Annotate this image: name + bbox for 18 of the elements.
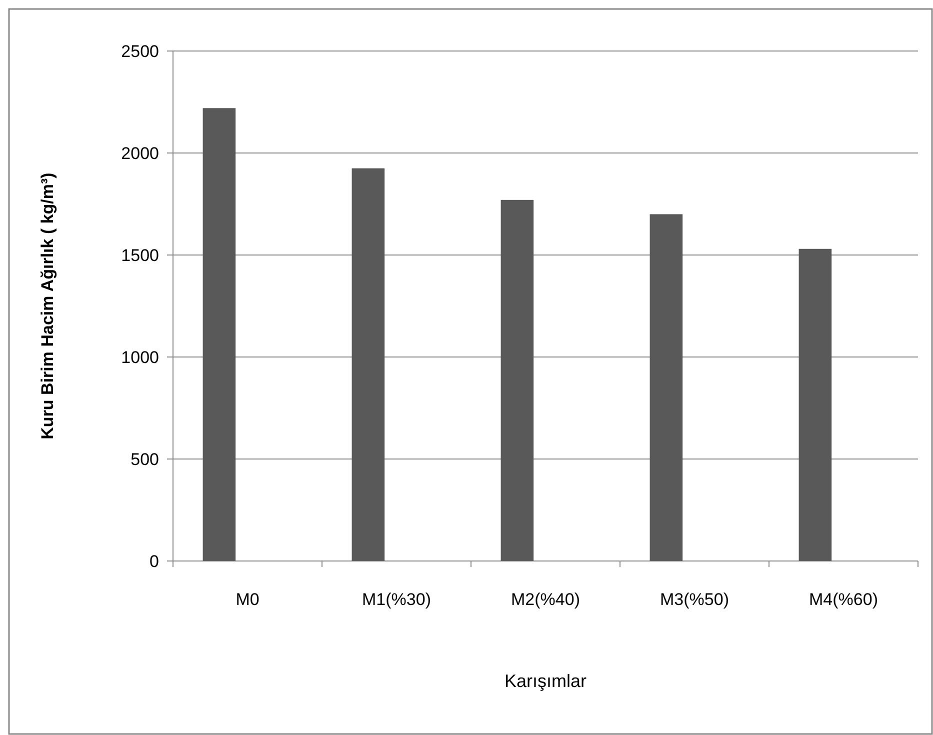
y-tick-label: 2000 xyxy=(121,144,159,163)
x-axis-title: Karışımlar xyxy=(504,671,587,691)
x-tick-label: M0 xyxy=(236,590,260,609)
bar xyxy=(650,214,683,561)
bar xyxy=(202,108,236,561)
bar xyxy=(798,248,832,561)
bar xyxy=(352,168,385,561)
x-tick-label: M2(%40) xyxy=(511,590,580,609)
y-tick-label: 500 xyxy=(130,450,159,469)
y-tick-label: 0 xyxy=(150,552,159,571)
y-tick-label: 1000 xyxy=(121,348,159,367)
x-tick-label: M3(%50) xyxy=(660,590,729,609)
y-tick-label: 2500 xyxy=(121,42,159,61)
y-axis-title: Kuru Birim Hacim Ağırlık ( kg/m³) xyxy=(38,172,57,440)
x-tick-label: M4(%60) xyxy=(809,590,878,609)
y-tick-label: 1500 xyxy=(121,246,159,265)
x-tick-label: M1(%30) xyxy=(362,590,431,609)
bar xyxy=(500,200,534,561)
